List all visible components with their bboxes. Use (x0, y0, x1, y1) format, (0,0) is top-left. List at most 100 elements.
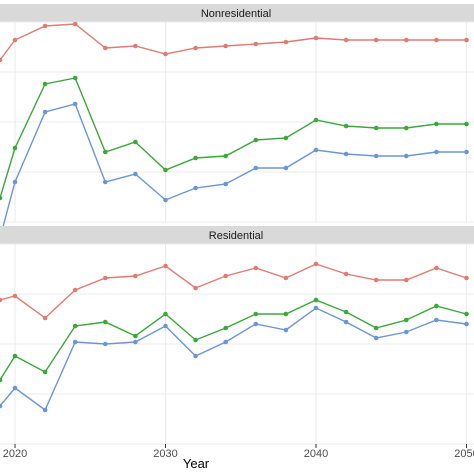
data-point-top-2-1 (12, 179, 18, 185)
data-point-bottom-1-7 (193, 337, 198, 343)
data-point-bottom-0-3 (72, 287, 78, 293)
data-point-top-2-11 (313, 147, 319, 153)
strip-background-top (0, 4, 474, 22)
data-point-bottom-0-10 (283, 275, 289, 281)
data-point-bottom-1-14 (404, 317, 409, 323)
data-point-bottom-2-10 (283, 327, 289, 333)
data-point-top-0-2 (42, 23, 48, 29)
data-point-top-0-9 (253, 41, 259, 47)
data-point-top-1-13 (373, 125, 379, 131)
data-point-bottom-0-15 (434, 265, 439, 271)
data-point-bottom-1-9 (253, 311, 259, 317)
data-point-top-0-10 (283, 39, 289, 45)
gridlines-bottom (0, 243, 474, 445)
strip-title-top: Nonresidential (201, 8, 271, 20)
x-tick-label-0: 2020 (3, 448, 27, 460)
data-point-bottom-0-0 (0, 297, 3, 303)
data-point-top-1-14 (404, 125, 409, 131)
data-point-top-0-0 (0, 57, 3, 63)
data-point-top-1-5 (133, 139, 138, 145)
data-point-bottom-1-4 (103, 319, 108, 325)
strip-title-bottom: Residential (209, 230, 263, 242)
data-point-bottom-1-3 (72, 323, 78, 329)
data-point-top-2-9 (253, 165, 259, 171)
data-point-bottom-2-13 (373, 335, 379, 341)
data-point-top-0-11 (313, 35, 319, 41)
data-point-bottom-2-12 (343, 319, 349, 325)
x-axis: 2020 2030 2040 2050 (3, 444, 474, 460)
data-point-top-1-1 (12, 145, 18, 151)
data-point-top-1-0 (0, 195, 3, 201)
data-point-top-0-13 (373, 37, 379, 43)
panel-top: Nonresidential (0, 4, 474, 241)
data-point-bottom-1-12 (343, 309, 349, 315)
data-point-top-0-6 (163, 51, 168, 57)
data-point-top-2-3 (72, 101, 78, 107)
gridlines-top (0, 21, 474, 223)
data-point-top-1-12 (343, 123, 349, 129)
data-point-bottom-0-13 (373, 277, 379, 283)
data-point-bottom-0-7 (193, 285, 198, 291)
data-point-bottom-1-8 (223, 325, 228, 331)
x-tick-label-1: 2030 (153, 448, 177, 460)
data-point-top-0-15 (434, 37, 439, 43)
data-point-bottom-2-0 (0, 403, 3, 409)
data-point-bottom-2-5 (133, 339, 138, 345)
data-point-top-0-3 (72, 21, 78, 27)
x-tick-label-3: 2050 (454, 448, 474, 460)
data-point-top-1-8 (223, 153, 228, 159)
data-point-top-0-4 (103, 45, 108, 51)
data-point-top-1-2 (42, 81, 48, 87)
data-point-top-1-4 (103, 149, 108, 155)
data-point-bottom-2-7 (193, 353, 198, 359)
data-point-bottom-2-4 (103, 341, 108, 347)
data-point-top-2-16 (464, 149, 469, 155)
data-point-bottom-2-9 (253, 321, 259, 327)
data-point-top-0-1 (12, 37, 18, 43)
data-point-bottom-0-14 (404, 277, 409, 283)
data-point-bottom-0-6 (163, 263, 168, 269)
x-axis-title: Year (183, 456, 210, 471)
data-point-top-2-12 (343, 151, 349, 157)
data-point-bottom-0-4 (103, 275, 108, 281)
data-point-bottom-0-9 (253, 265, 259, 271)
data-point-top-2-10 (283, 165, 289, 171)
data-point-bottom-1-0 (0, 377, 3, 383)
data-point-bottom-2-16 (464, 321, 469, 327)
data-point-bottom-2-1 (12, 385, 18, 391)
data-point-top-0-12 (343, 37, 349, 43)
data-point-top-2-13 (373, 153, 379, 159)
data-point-top-0-5 (133, 43, 138, 49)
data-point-top-2-7 (193, 185, 198, 191)
series-top (0, 21, 469, 241)
data-point-top-1-16 (464, 121, 469, 127)
data-point-top-1-6 (163, 167, 168, 173)
data-point-bottom-2-3 (72, 339, 78, 345)
data-point-bottom-0-12 (343, 271, 349, 277)
data-point-top-0-7 (193, 45, 198, 51)
data-point-top-1-7 (193, 155, 198, 161)
panel-bottom: Residential (0, 226, 474, 445)
data-point-bottom-0-2 (42, 315, 48, 321)
data-point-bottom-2-8 (223, 339, 228, 345)
data-point-bottom-1-2 (42, 369, 48, 375)
data-point-bottom-2-15 (434, 317, 439, 323)
data-point-bottom-1-16 (464, 311, 469, 317)
data-point-top-2-14 (404, 153, 409, 159)
data-point-bottom-1-10 (283, 311, 289, 317)
data-point-bottom-2-2 (42, 407, 48, 413)
data-point-bottom-1-6 (163, 311, 168, 317)
data-point-top-1-11 (313, 117, 319, 123)
data-point-top-0-8 (223, 43, 228, 49)
data-point-top-0-16 (464, 37, 469, 43)
x-tick-label-2: 2040 (304, 448, 328, 460)
data-point-top-1-15 (434, 121, 439, 127)
data-point-top-2-5 (133, 171, 138, 177)
data-point-bottom-1-15 (434, 303, 439, 309)
data-point-bottom-2-14 (404, 329, 409, 335)
strip-background-bottom (0, 226, 474, 244)
data-point-top-2-6 (163, 197, 168, 203)
data-point-bottom-1-1 (12, 353, 18, 359)
data-point-bottom-0-16 (464, 275, 469, 281)
